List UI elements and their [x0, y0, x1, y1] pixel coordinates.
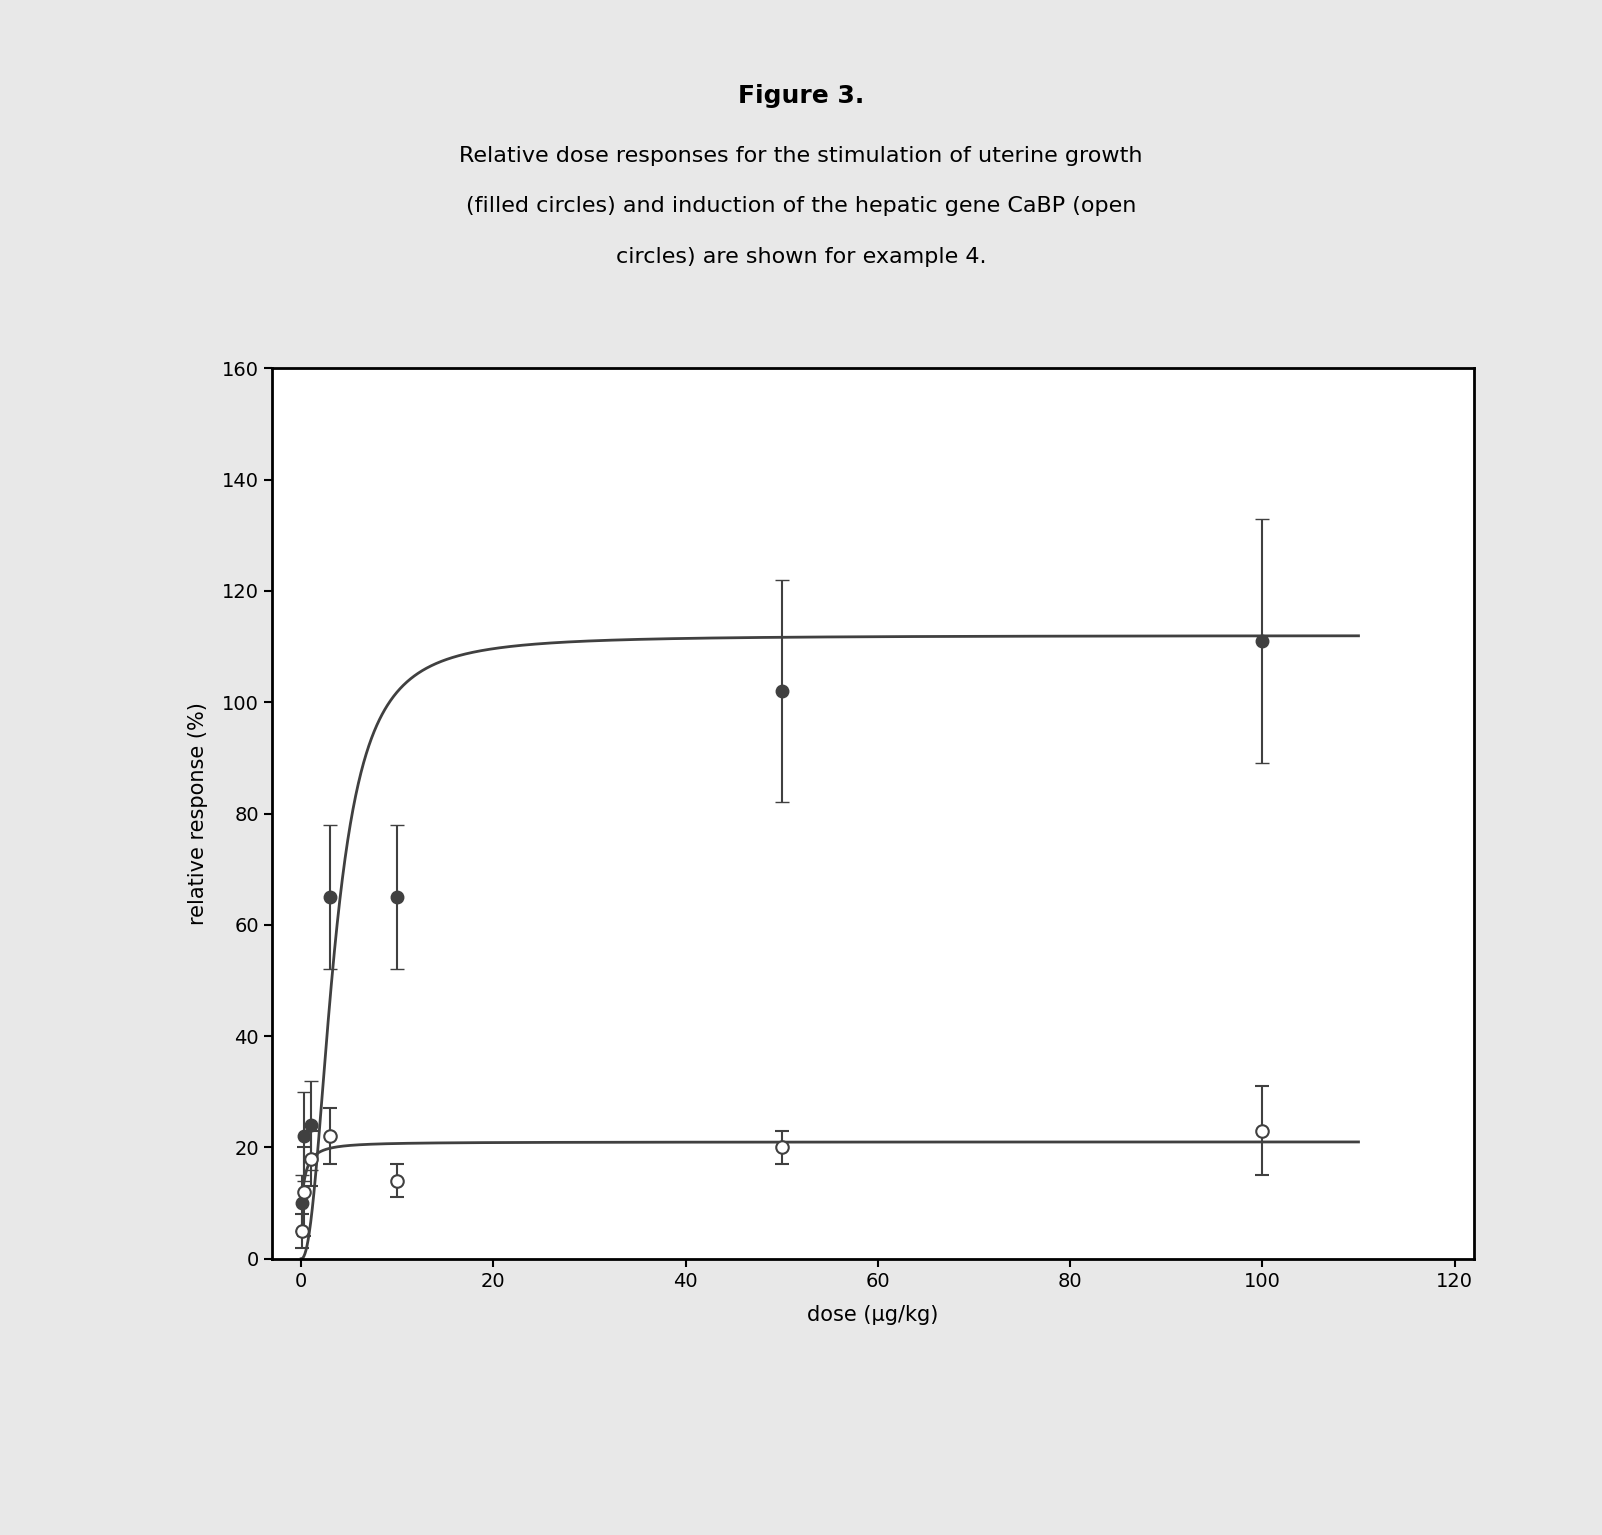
Y-axis label: relative response (%): relative response (%)	[189, 701, 208, 926]
Text: Figure 3.: Figure 3.	[739, 84, 863, 109]
Text: (filled circles) and induction of the hepatic gene CaBP (open: (filled circles) and induction of the he…	[466, 196, 1136, 216]
Text: Relative dose responses for the stimulation of uterine growth: Relative dose responses for the stimulat…	[460, 146, 1142, 166]
X-axis label: dose (μg/kg): dose (μg/kg)	[807, 1305, 939, 1325]
Text: circles) are shown for example 4.: circles) are shown for example 4.	[615, 247, 987, 267]
